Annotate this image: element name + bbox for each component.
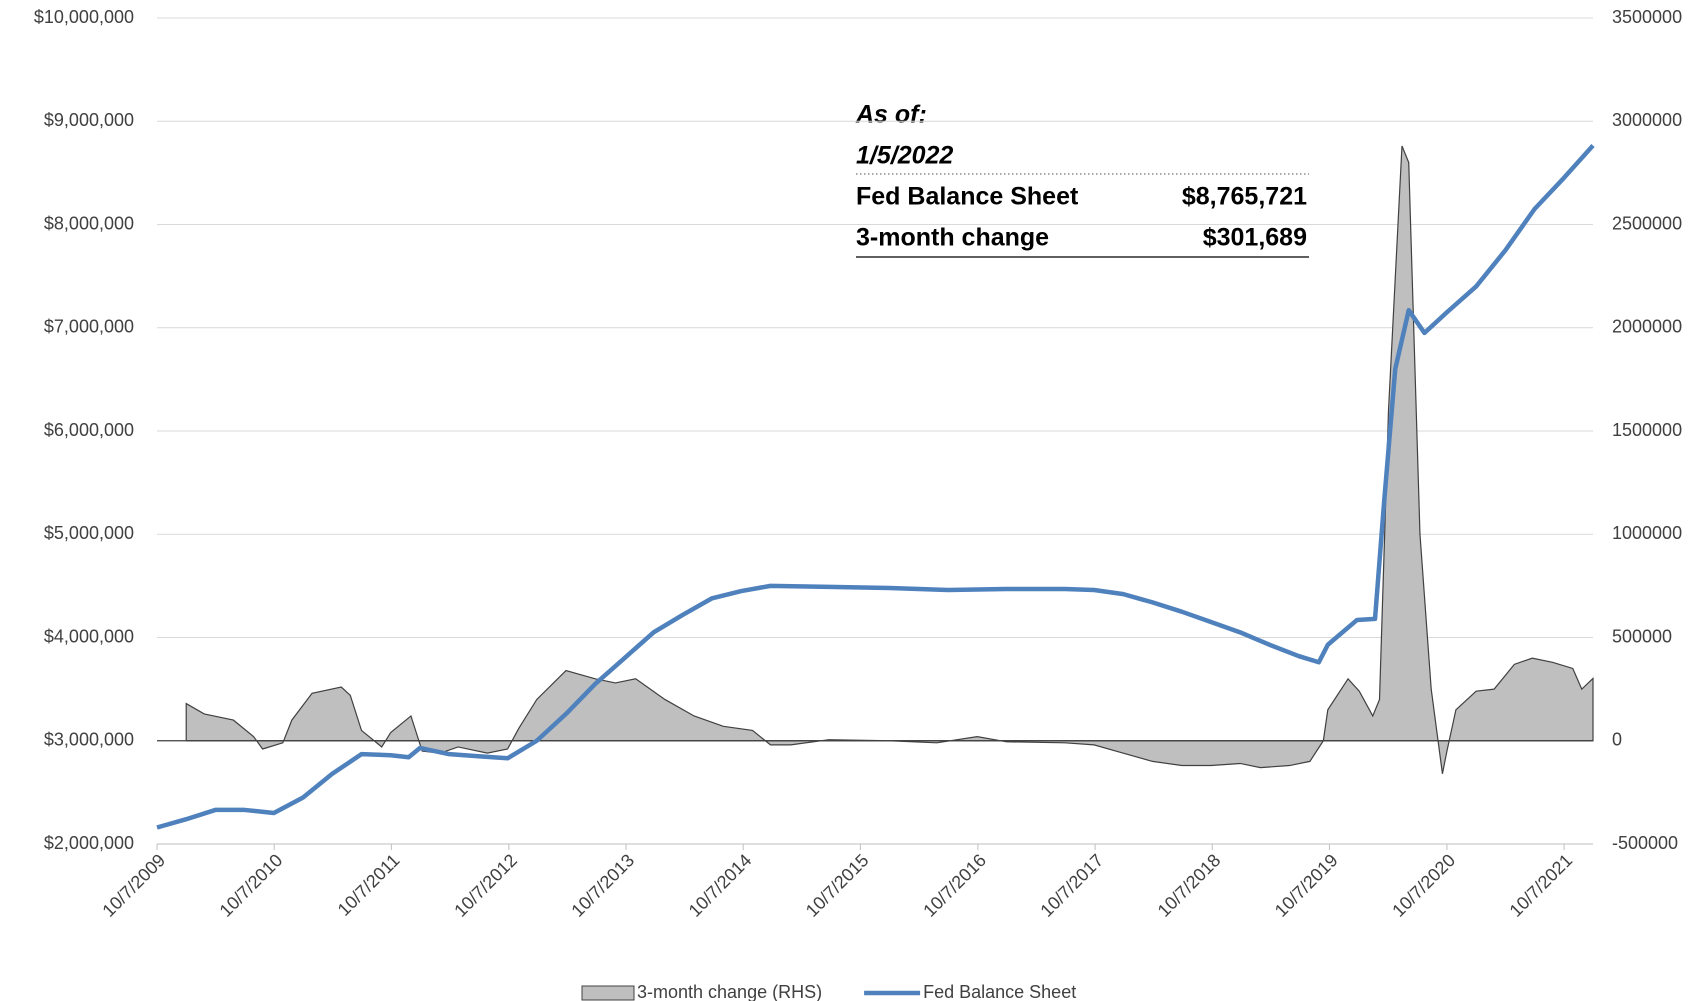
x-tick-label: 10/7/2009 — [98, 850, 169, 921]
y-tick-label: $4,000,000 — [44, 626, 134, 646]
x-tick-label: 10/7/2020 — [1388, 850, 1459, 921]
x-tick-label: 10/7/2012 — [450, 850, 521, 921]
y-tick-label: $3,000,000 — [44, 730, 134, 750]
line — [156, 143, 1595, 830]
x-tick-label: 10/7/2013 — [567, 850, 638, 921]
y2-tick-label: 3500000 — [1612, 7, 1682, 27]
y-tick-label: $6,000,000 — [44, 420, 134, 440]
x-tick-label: 10/7/2017 — [1036, 850, 1107, 921]
x-tick-label: 10/7/2016 — [919, 850, 990, 921]
y2-tick-label: 1000000 — [1612, 523, 1682, 543]
x-tick-label: 10/7/2018 — [1154, 850, 1225, 921]
x-tick-label: 10/7/2015 — [802, 850, 873, 921]
y2-tick-label: 1500000 — [1612, 420, 1682, 440]
y-tick-label: $10,000,000 — [34, 7, 134, 27]
x-tick-label: 10/7/2019 — [1271, 850, 1342, 921]
y2-tick-label: 500000 — [1612, 626, 1672, 646]
y-tick-label: $7,000,000 — [44, 317, 134, 337]
y-tick-label: $5,000,000 — [44, 523, 134, 543]
y2-tick-label: 2500000 — [1612, 213, 1682, 233]
annotation-value: $8,765,721 — [1182, 183, 1307, 211]
annotation-heading: As of: — [855, 101, 927, 129]
y-tick-label: $8,000,000 — [44, 213, 134, 233]
annotation-value: $301,689 — [1203, 224, 1307, 252]
x-tick-label: 10/7/2010 — [216, 850, 287, 921]
legend-swatch — [581, 985, 635, 1001]
y2-tick-label: 3000000 — [1612, 110, 1682, 130]
legend-label: 3-month change (RHS) — [637, 982, 822, 1001]
y2-tick-label: -500000 — [1612, 833, 1678, 853]
legend-label: Fed Balance Sheet — [923, 982, 1076, 1001]
x-tick-label: 10/7/2021 — [1506, 850, 1577, 921]
annotation-label: 3-month change — [856, 224, 1049, 252]
annotation-date: 1/5/2022 — [856, 142, 953, 170]
y-tick-label: $2,000,000 — [44, 833, 134, 853]
y2-tick-label: 2000000 — [1612, 317, 1682, 337]
area — [185, 145, 1594, 774]
annotation-label: Fed Balance Sheet — [856, 183, 1079, 211]
y-tick-label: $9,000,000 — [44, 110, 134, 130]
x-tick-label: 10/7/2011 — [334, 850, 404, 920]
y2-tick-label: 0 — [1612, 730, 1622, 750]
x-tick-label: 10/7/2014 — [685, 850, 756, 921]
